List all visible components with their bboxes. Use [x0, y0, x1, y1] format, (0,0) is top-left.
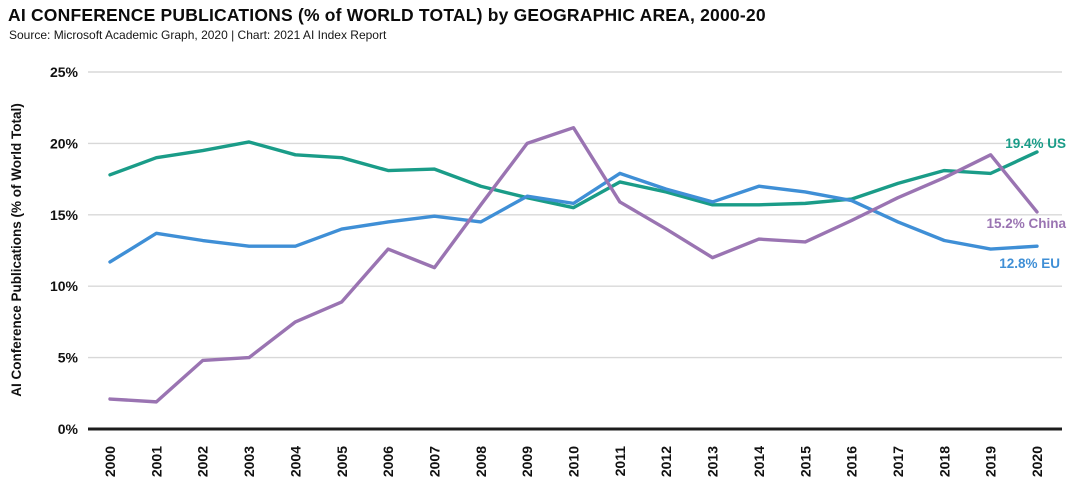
- chart-source: Source: Microsoft Academic Graph, 2020 |…: [9, 28, 387, 42]
- x-tick-label-2005: 2005: [334, 446, 350, 477]
- x-tick-label-2002: 2002: [195, 446, 211, 477]
- x-tick-label-2010: 2010: [566, 446, 582, 477]
- x-tick-label-2007: 2007: [426, 446, 442, 477]
- y-tick-label-15%: 15%: [50, 207, 79, 223]
- x-tick-label-2006: 2006: [380, 446, 396, 477]
- us-line: [108, 140, 1039, 210]
- us-end-label: 19.4% US: [1005, 136, 1066, 151]
- china-end-label: 15.2% China: [986, 216, 1066, 231]
- x-tick-label-2009: 2009: [519, 446, 535, 477]
- y-tick-label-10%: 10%: [50, 278, 79, 294]
- x-tick-label-2019: 2019: [983, 446, 999, 477]
- y-tick-label-5%: 5%: [58, 350, 79, 366]
- x-tick-label-2017: 2017: [890, 446, 906, 477]
- x-tick-label-2008: 2008: [473, 446, 489, 477]
- chart-title: AI CONFERENCE PUBLICATIONS (% of WORLD T…: [8, 5, 766, 25]
- x-tick-label-2020: 2020: [1029, 446, 1045, 477]
- x-tick-label-2012: 2012: [658, 446, 674, 477]
- x-tick-label-2014: 2014: [751, 446, 767, 477]
- y-tick-label-20%: 20%: [50, 135, 79, 151]
- x-tick-label-2013: 2013: [705, 446, 721, 477]
- y-tick-label-25%: 25%: [50, 64, 79, 80]
- x-tick-label-2003: 2003: [241, 446, 257, 477]
- eu-line: [108, 171, 1039, 264]
- x-tick-label-2018: 2018: [936, 446, 952, 477]
- china-line: [108, 125, 1039, 404]
- y-tick-label-0%: 0%: [58, 421, 79, 437]
- x-tick-label-2011: 2011: [612, 446, 628, 477]
- x-tick-label-2001: 2001: [148, 446, 164, 477]
- x-tick-label-2016: 2016: [844, 446, 860, 477]
- x-tick-label-2004: 2004: [287, 446, 303, 477]
- x-tick-label-2015: 2015: [797, 446, 813, 477]
- eu-end-label: 12.8% EU: [999, 256, 1060, 271]
- y-axis-title: AI Conference Publications (% of World T…: [9, 103, 24, 397]
- x-tick-label-2000: 2000: [102, 446, 118, 477]
